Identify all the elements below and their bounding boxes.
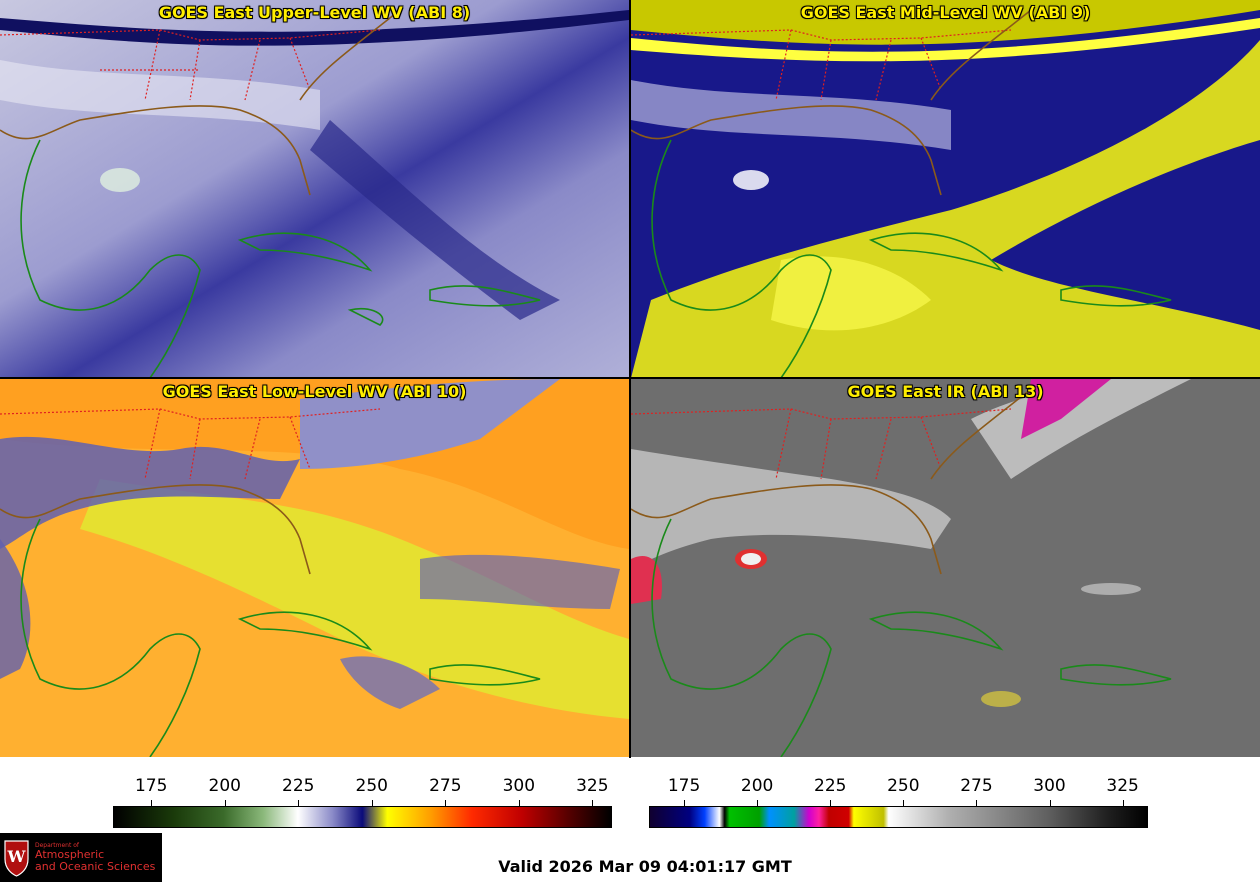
colorbar-tick-mark [518, 800, 520, 806]
colorbar-tick-label: 325 [576, 776, 609, 796]
colorbar-tick-label: 250 [887, 776, 920, 796]
colorbar-tick-mark [298, 800, 300, 806]
colorbar-ir [649, 806, 1148, 828]
panel-mid-wv: GOES East Mid-Level WV (ABI 9) [631, 0, 1260, 378]
ir-image [631, 379, 1260, 757]
colorbar-tick-label: 175 [667, 776, 701, 796]
colorbar-tick-mark [757, 800, 759, 806]
colorbar-wv [113, 806, 612, 828]
logo-line-1: Department of [35, 842, 79, 849]
panel-title: GOES East Low-Level WV (ABI 10) [162, 382, 467, 401]
panel-title: GOES East Mid-Level WV (ABI 9) [800, 3, 1091, 22]
colorbar-tick-mark [151, 800, 153, 806]
panel-low-wv: GOES East Low-Level WV (ABI 10) [0, 379, 629, 757]
colorbar-tick-label: 275 [429, 776, 462, 796]
logo-line-2: Atmospheric [35, 848, 105, 861]
upper-wv-image [0, 0, 629, 378]
panel-divider-horizontal [0, 377, 1260, 379]
panel-title: GOES East IR (ABI 13) [847, 382, 1044, 401]
colorbar-tick-mark [592, 800, 594, 806]
colorbar-tick-label: 200 [740, 776, 774, 796]
colorbar-tick-mark [903, 800, 905, 806]
panel-title: GOES East Upper-Level WV (ABI 8) [158, 3, 471, 22]
mid-wv-image [631, 0, 1260, 378]
colorbar-tick-label: 300 [502, 776, 536, 796]
colorbar-tick-label: 225 [282, 776, 315, 796]
colorbar-tick-mark [445, 800, 447, 806]
colorbar-tick-mark [371, 800, 373, 806]
colorbar-tick-label: 175 [134, 776, 168, 796]
colorbar-tick-label: 325 [1106, 776, 1139, 796]
aos-logo: W Department of Atmospheric and Oceanic … [0, 833, 162, 882]
colorbar-tick-label: 275 [960, 776, 993, 796]
colorbar-tick-mark [830, 800, 832, 806]
colorbar-tick-mark [1122, 800, 1124, 806]
panel-upper-wv: GOES East Upper-Level WV (ABI 8) [0, 0, 629, 378]
valid-time: Valid 2026 Mar 09 04:01:17 GMT [498, 857, 792, 876]
colorbar-tick-mark [684, 800, 686, 806]
svg-text:W: W [7, 847, 27, 866]
colorbar-tick-label: 300 [1033, 776, 1066, 796]
low-wv-image [0, 379, 629, 757]
colorbar-tick-mark [224, 800, 226, 806]
panel-divider-vertical [629, 0, 631, 758]
uw-crest-icon: W [4, 840, 29, 877]
colorbar-tick-mark [1049, 800, 1051, 806]
colorbar-tick-label: 250 [355, 776, 389, 796]
colorbar-tick-label: 225 [814, 776, 847, 796]
colorbar-tick-mark [976, 800, 978, 806]
panel-ir: GOES East IR (ABI 13) [631, 379, 1260, 757]
colorbar-tick-label: 200 [208, 776, 241, 796]
logo-line-3: and Oceanic Sciences [35, 860, 156, 873]
